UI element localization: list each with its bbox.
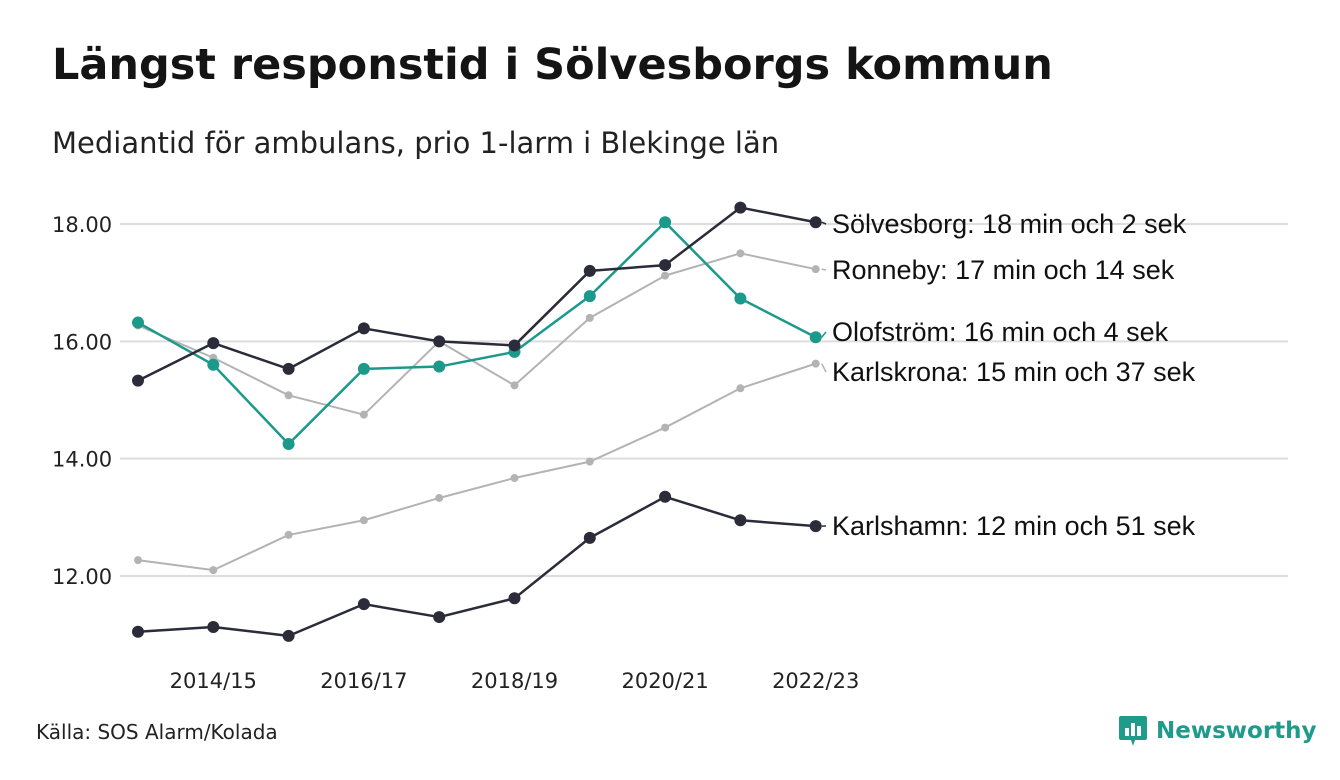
chart-title: Längst responstid i Sölvesborgs kommun bbox=[52, 40, 1053, 90]
data-point bbox=[510, 474, 519, 483]
data-point bbox=[357, 322, 370, 335]
data-point bbox=[661, 423, 670, 432]
data-point bbox=[359, 516, 368, 525]
end-label-karlshamn: Karlshamn: 12 min och 51 sek bbox=[832, 511, 1196, 541]
data-point bbox=[736, 384, 745, 393]
data-point bbox=[207, 337, 220, 350]
label-connector bbox=[821, 331, 827, 338]
data-point bbox=[435, 493, 444, 502]
data-point bbox=[734, 514, 747, 527]
series-karlshamn bbox=[132, 490, 822, 642]
data-point bbox=[809, 331, 822, 344]
end-label-olofström: Olofström: 16 min och 4 sek bbox=[832, 317, 1169, 347]
data-point bbox=[811, 265, 820, 274]
y-tick-label: 12.00 bbox=[52, 565, 112, 589]
data-point bbox=[734, 201, 747, 214]
brand-logo: Newsworthy bbox=[1118, 714, 1317, 748]
data-point bbox=[583, 531, 596, 544]
data-point bbox=[284, 391, 293, 400]
data-point bbox=[132, 625, 144, 638]
end-labels: Karlskrona: 15 min och 37 sek Ronneby: 17… bbox=[821, 209, 1196, 541]
end-label-karlskrona: Karlskrona: 15 min och 37 sek bbox=[832, 357, 1196, 387]
data-point bbox=[661, 271, 670, 280]
brand-name: Newsworthy bbox=[1156, 718, 1317, 744]
data-point bbox=[811, 359, 820, 368]
data-point bbox=[357, 362, 370, 375]
series-line bbox=[137, 206, 816, 382]
data-point bbox=[659, 216, 672, 229]
y-tick-label: 18.00 bbox=[52, 213, 112, 237]
data-point bbox=[433, 335, 446, 348]
data-point bbox=[809, 216, 822, 229]
series-line bbox=[137, 495, 816, 638]
series-line bbox=[137, 220, 817, 446]
series-line bbox=[137, 362, 817, 572]
data-point bbox=[134, 556, 142, 565]
data-point bbox=[659, 490, 672, 503]
data-point bbox=[359, 410, 368, 419]
data-point bbox=[809, 520, 822, 533]
series-karlskrona bbox=[134, 359, 820, 575]
series-group bbox=[132, 201, 822, 642]
chart-subtitle: Mediantid för ambulans, prio 1-larm i Bl… bbox=[52, 126, 780, 160]
label-connector bbox=[821, 268, 827, 271]
data-point bbox=[585, 457, 594, 466]
data-point bbox=[282, 438, 295, 450]
x-tick-label: 2014/15 bbox=[170, 669, 257, 693]
x-tick-label: 2018/19 bbox=[471, 669, 558, 693]
x-tick-label: 2022/23 bbox=[772, 669, 859, 693]
gridlines bbox=[120, 223, 1288, 577]
label-connector bbox=[821, 221, 827, 225]
x-tick-label: 2016/17 bbox=[320, 669, 407, 693]
x-axis-ticks: 2014/15 2016/17 2018/19 2020/21 2022/23 bbox=[170, 669, 860, 693]
data-point bbox=[282, 629, 295, 642]
data-point bbox=[433, 611, 446, 624]
data-point bbox=[583, 264, 596, 277]
data-point bbox=[132, 374, 144, 387]
series-olofström bbox=[132, 216, 822, 450]
data-point bbox=[736, 249, 745, 258]
data-point bbox=[734, 292, 747, 305]
data-point bbox=[585, 313, 594, 322]
data-point bbox=[209, 566, 218, 575]
source-note: Källa: SOS Alarm/Kolada bbox=[36, 720, 278, 744]
data-point bbox=[282, 362, 295, 375]
end-label-ronneby: Ronneby: 17 min och 14 sek bbox=[832, 255, 1175, 285]
x-tick-label: 2020/21 bbox=[621, 669, 708, 693]
series-sölvesborg bbox=[132, 201, 822, 387]
data-point bbox=[433, 360, 446, 373]
data-point bbox=[284, 530, 293, 539]
data-point bbox=[508, 592, 521, 605]
newsworthy-logo-icon bbox=[1119, 716, 1147, 746]
y-axis-ticks: 12.00 14.00 16.00 18.00 bbox=[52, 213, 112, 589]
data-point bbox=[357, 598, 370, 611]
y-tick-label: 14.00 bbox=[52, 448, 112, 472]
end-label-sölvesborg: Sölvesborg: 18 min och 2 sek bbox=[832, 209, 1187, 239]
data-point bbox=[510, 381, 519, 390]
data-point bbox=[132, 316, 144, 329]
data-point bbox=[207, 621, 220, 634]
data-point bbox=[659, 259, 672, 272]
label-connector bbox=[821, 363, 827, 373]
y-tick-label: 16.00 bbox=[52, 330, 112, 354]
data-point bbox=[207, 358, 220, 371]
data-point bbox=[508, 339, 521, 352]
data-point bbox=[583, 290, 596, 303]
series-line bbox=[137, 252, 816, 416]
